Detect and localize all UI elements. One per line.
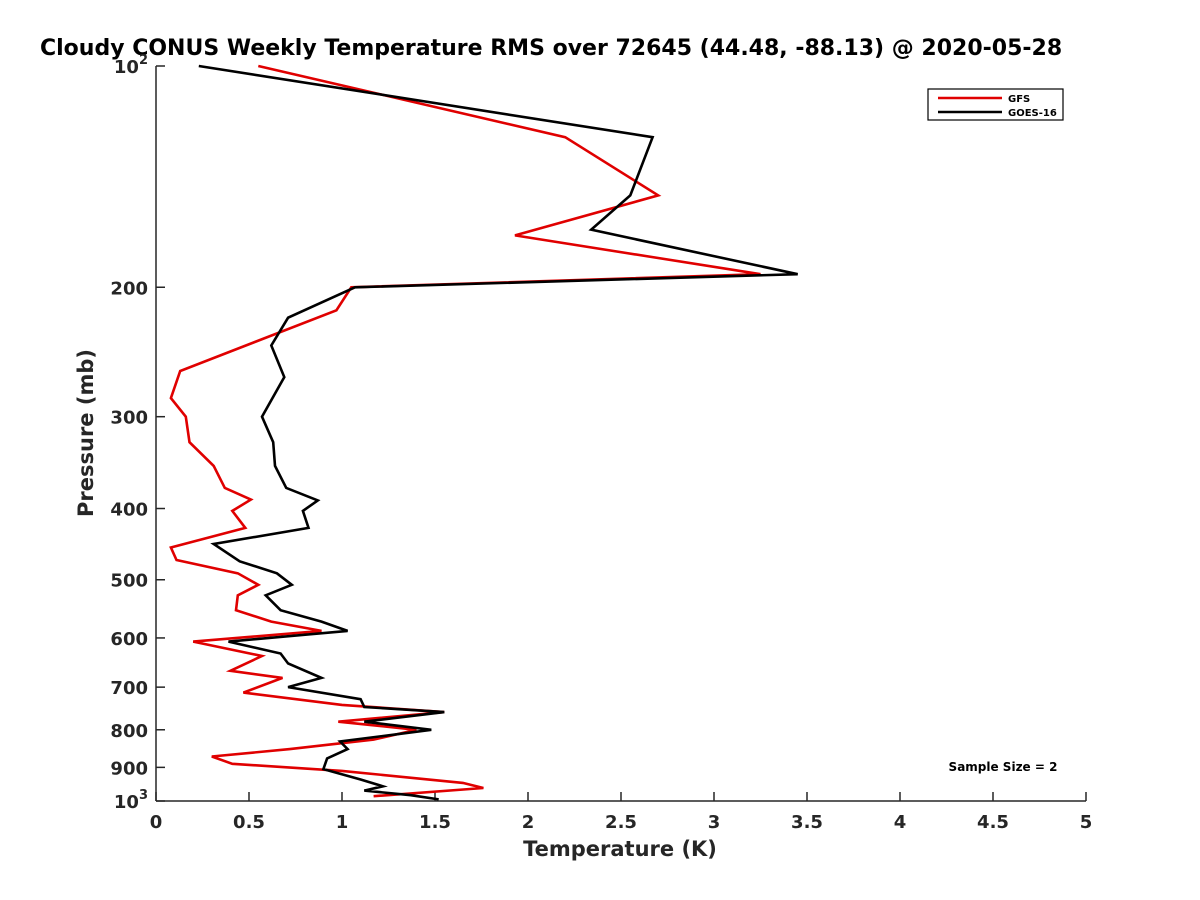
x-tick-label: 2 <box>522 812 535 833</box>
y-tick-label: 102 <box>114 53 148 78</box>
x-tick-label: 1 <box>336 812 349 833</box>
x-tick-label: 0.5 <box>233 812 265 833</box>
chart-title: Cloudy CONUS Weekly Temperature RMS over… <box>40 36 1062 61</box>
x-tick-label: 3.5 <box>791 812 823 833</box>
y-tick-label: 900 <box>110 758 148 779</box>
x-axis-label: Temperature (K) <box>523 837 717 861</box>
y-tick-label: 800 <box>110 721 148 742</box>
legend-label: GFS <box>1008 94 1030 105</box>
series-line-goes-16 <box>198 64 798 801</box>
y-tick-label: 700 <box>110 678 148 699</box>
y-tick-label: 500 <box>110 571 148 592</box>
legend: GFS GOES-16 <box>927 88 1064 121</box>
x-tick-label: 5 <box>1080 812 1093 833</box>
plot-area: 0 0.5 1 1.5 2 2.5 3 3.5 4 4.5 5 102 200 300 400 500 600… <box>110 53 1092 833</box>
sample-size-annotation: Sample Size = 2 <box>949 760 1058 774</box>
y-axis-ticks: 102 200 300 400 500 600 700 800 900 103 <box>110 53 165 813</box>
y-axis-label: Pressure (mb) <box>74 349 98 517</box>
x-tick-label: 4.5 <box>977 812 1009 833</box>
x-tick-label: 4 <box>894 812 907 833</box>
y-tick-label: 200 <box>110 278 148 299</box>
y-tick-label: 400 <box>110 500 148 521</box>
x-axis-ticks: 0 0.5 1 1.5 2 2.5 3 3.5 4 4.5 5 <box>150 792 1093 833</box>
y-tick-label: 103 <box>114 788 148 813</box>
x-tick-label: 0 <box>150 812 163 833</box>
y-tick-label: 300 <box>110 408 148 429</box>
x-tick-label: 3 <box>708 812 721 833</box>
legend-label: GOES-16 <box>1008 108 1057 119</box>
x-tick-label: 1.5 <box>419 812 451 833</box>
x-tick-label: 2.5 <box>605 812 637 833</box>
y-tick-label: 600 <box>110 629 148 650</box>
legend-box <box>927 88 1064 121</box>
series-lines <box>169 64 798 801</box>
series-line-gfs <box>169 64 761 798</box>
